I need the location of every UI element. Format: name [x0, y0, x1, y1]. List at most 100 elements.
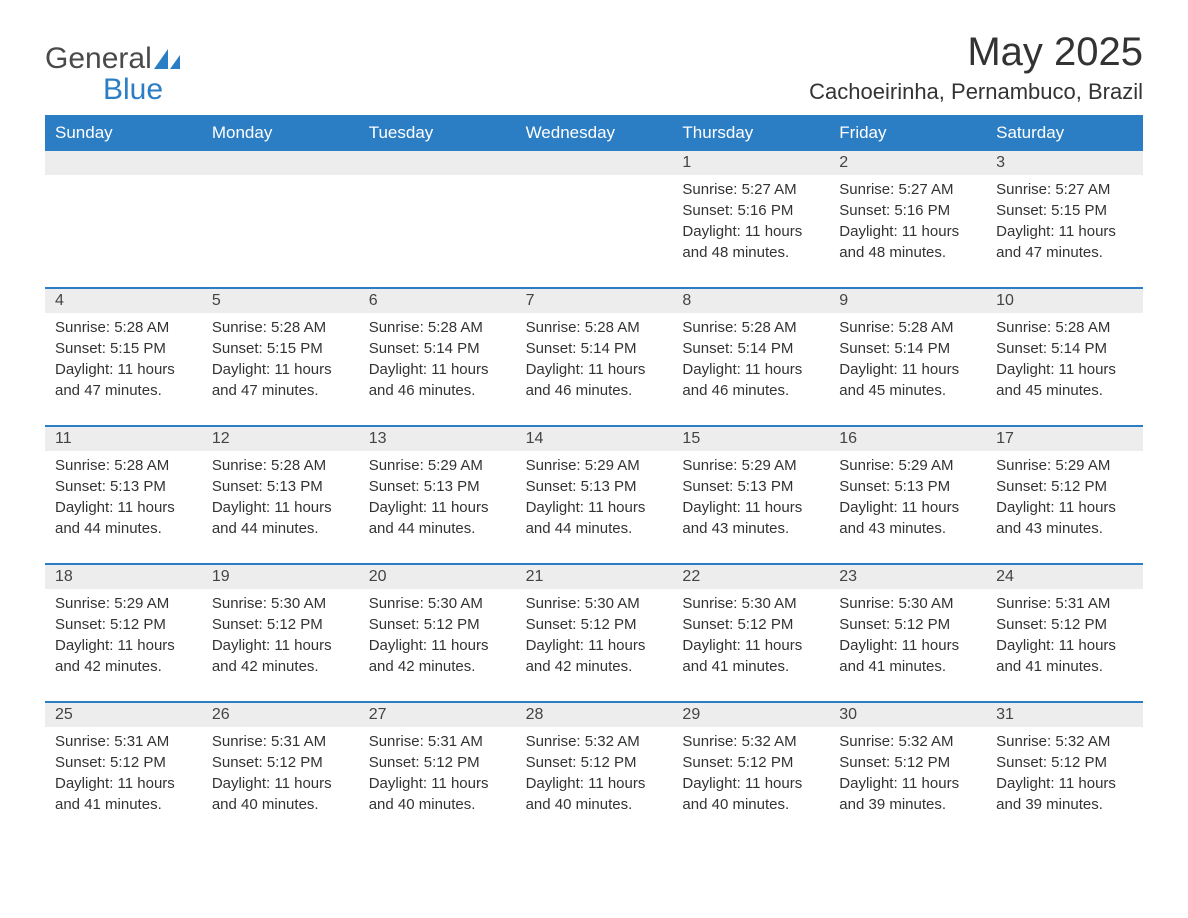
day-details: Sunrise: 5:30 AMSunset: 5:12 PMDaylight:… [359, 589, 516, 677]
day-number-bar: 14 [516, 425, 673, 451]
sunset-line: Sunset: 5:14 PM [682, 338, 819, 359]
sunrise-line: Sunrise: 5:30 AM [682, 593, 819, 614]
daylight-line: Daylight: 11 hours and 44 minutes. [212, 497, 349, 539]
title-block: May 2025 Cachoeirinha, Pernambuco, Brazi… [809, 30, 1143, 105]
day-cell: 27Sunrise: 5:31 AMSunset: 5:12 PMDayligh… [359, 695, 516, 833]
sunset-line: Sunset: 5:12 PM [682, 614, 819, 635]
day-number-bar: 9 [829, 287, 986, 313]
day-number: 26 [212, 706, 230, 723]
day-details: Sunrise: 5:29 AMSunset: 5:13 PMDaylight:… [672, 451, 829, 539]
day-number: 22 [682, 568, 700, 585]
daylight-line: Daylight: 11 hours and 42 minutes. [55, 635, 192, 677]
sunset-line: Sunset: 5:12 PM [839, 614, 976, 635]
day-number-bar: 28 [516, 701, 673, 727]
logo-sail-icon [154, 45, 180, 75]
day-cell: 1Sunrise: 5:27 AMSunset: 5:16 PMDaylight… [672, 151, 829, 281]
sunrise-line: Sunrise: 5:30 AM [212, 593, 349, 614]
sunrise-line: Sunrise: 5:28 AM [996, 317, 1133, 338]
sunset-line: Sunset: 5:13 PM [369, 476, 506, 497]
day-details: Sunrise: 5:29 AMSunset: 5:12 PMDaylight:… [45, 589, 202, 677]
day-number: 8 [682, 292, 691, 309]
sunset-line: Sunset: 5:16 PM [682, 200, 819, 221]
sunset-line: Sunset: 5:12 PM [839, 752, 976, 773]
day-cell: 20Sunrise: 5:30 AMSunset: 5:12 PMDayligh… [359, 557, 516, 695]
sunset-line: Sunset: 5:12 PM [369, 614, 506, 635]
day-cell: 14Sunrise: 5:29 AMSunset: 5:13 PMDayligh… [516, 419, 673, 557]
day-details: Sunrise: 5:32 AMSunset: 5:12 PMDaylight:… [516, 727, 673, 815]
day-number-bar: 23 [829, 563, 986, 589]
daylight-line: Daylight: 11 hours and 41 minutes. [839, 635, 976, 677]
day-number-bar: 5 [202, 287, 359, 313]
day-details: Sunrise: 5:28 AMSunset: 5:15 PMDaylight:… [45, 313, 202, 401]
daylight-line: Daylight: 11 hours and 44 minutes. [369, 497, 506, 539]
day-number-bar: 27 [359, 701, 516, 727]
day-number: 10 [996, 292, 1014, 309]
day-number-bar: 2 [829, 151, 986, 175]
sunrise-line: Sunrise: 5:28 AM [55, 455, 192, 476]
sunrise-line: Sunrise: 5:32 AM [839, 731, 976, 752]
day-number: 16 [839, 430, 857, 447]
day-cell: 21Sunrise: 5:30 AMSunset: 5:12 PMDayligh… [516, 557, 673, 695]
day-number: 24 [996, 568, 1014, 585]
sunrise-line: Sunrise: 5:30 AM [369, 593, 506, 614]
daylight-line: Daylight: 11 hours and 40 minutes. [526, 773, 663, 815]
day-number-bar: 6 [359, 287, 516, 313]
day-details: Sunrise: 5:29 AMSunset: 5:13 PMDaylight:… [516, 451, 673, 539]
sunrise-line: Sunrise: 5:31 AM [212, 731, 349, 752]
day-details: Sunrise: 5:27 AMSunset: 5:15 PMDaylight:… [986, 175, 1143, 263]
weekday-header: Tuesday [359, 115, 516, 151]
day-number-bar: 19 [202, 563, 359, 589]
daylight-line: Daylight: 11 hours and 43 minutes. [996, 497, 1133, 539]
sunrise-line: Sunrise: 5:27 AM [682, 179, 819, 200]
sunrise-line: Sunrise: 5:29 AM [369, 455, 506, 476]
sunset-line: Sunset: 5:12 PM [996, 752, 1133, 773]
day-number-bar: 22 [672, 563, 829, 589]
sunset-line: Sunset: 5:14 PM [839, 338, 976, 359]
day-number: 29 [682, 706, 700, 723]
day-cell: 31Sunrise: 5:32 AMSunset: 5:12 PMDayligh… [986, 695, 1143, 833]
sunset-line: Sunset: 5:12 PM [996, 614, 1133, 635]
sunset-line: Sunset: 5:13 PM [212, 476, 349, 497]
day-number: 13 [369, 430, 387, 447]
day-number-bar: 20 [359, 563, 516, 589]
day-number: 19 [212, 568, 230, 585]
day-number-bar: 17 [986, 425, 1143, 451]
sunrise-line: Sunrise: 5:28 AM [369, 317, 506, 338]
day-cell: 8Sunrise: 5:28 AMSunset: 5:14 PMDaylight… [672, 281, 829, 419]
day-number-bar: 29 [672, 701, 829, 727]
day-details: Sunrise: 5:28 AMSunset: 5:15 PMDaylight:… [202, 313, 359, 401]
day-number-bar: 7 [516, 287, 673, 313]
location-subtitle: Cachoeirinha, Pernambuco, Brazil [809, 79, 1143, 105]
sunrise-line: Sunrise: 5:29 AM [55, 593, 192, 614]
day-cell: 22 Sunrise: 5:30 AMSunset: 5:12 PMDayligh… [672, 557, 829, 695]
day-details: Sunrise: 5:30 AMSunset: 5:12 PMDaylight:… [672, 589, 829, 677]
sunset-line: Sunset: 5:13 PM [682, 476, 819, 497]
day-number: 2 [839, 154, 848, 171]
sunset-line: Sunset: 5:12 PM [212, 752, 349, 773]
day-number: 1 [682, 154, 691, 171]
weekday-header: Thursday [672, 115, 829, 151]
day-number: 17 [996, 430, 1014, 447]
sunrise-line: Sunrise: 5:28 AM [212, 455, 349, 476]
weekday-header: Saturday [986, 115, 1143, 151]
logo-word2: Blue [45, 75, 163, 105]
month-title: May 2025 [809, 30, 1143, 75]
day-number: 28 [526, 706, 544, 723]
empty-cell [516, 151, 673, 281]
day-number-bar: 24 [986, 563, 1143, 589]
daylight-line: Daylight: 11 hours and 46 minutes. [682, 359, 819, 401]
sunrise-line: Sunrise: 5:32 AM [996, 731, 1133, 752]
sunrise-line: Sunrise: 5:31 AM [996, 593, 1133, 614]
day-cell: 23Sunrise: 5:30 AMSunset: 5:12 PMDayligh… [829, 557, 986, 695]
day-cell: 15Sunrise: 5:29 AMSunset: 5:13 PMDayligh… [672, 419, 829, 557]
empty-cell [45, 151, 202, 281]
day-details: Sunrise: 5:32 AMSunset: 5:12 PMDaylight:… [986, 727, 1143, 815]
sunrise-line: Sunrise: 5:29 AM [682, 455, 819, 476]
daylight-line: Daylight: 11 hours and 44 minutes. [55, 497, 192, 539]
day-number-bar: 30 [829, 701, 986, 727]
daylight-line: Daylight: 11 hours and 47 minutes. [212, 359, 349, 401]
page-header: General Blue May 2025 Cachoeirinha, Pern… [45, 30, 1143, 105]
daylight-line: Daylight: 11 hours and 41 minutes. [55, 773, 192, 815]
day-cell: 30Sunrise: 5:32 AMSunset: 5:12 PMDayligh… [829, 695, 986, 833]
sunset-line: Sunset: 5:15 PM [212, 338, 349, 359]
